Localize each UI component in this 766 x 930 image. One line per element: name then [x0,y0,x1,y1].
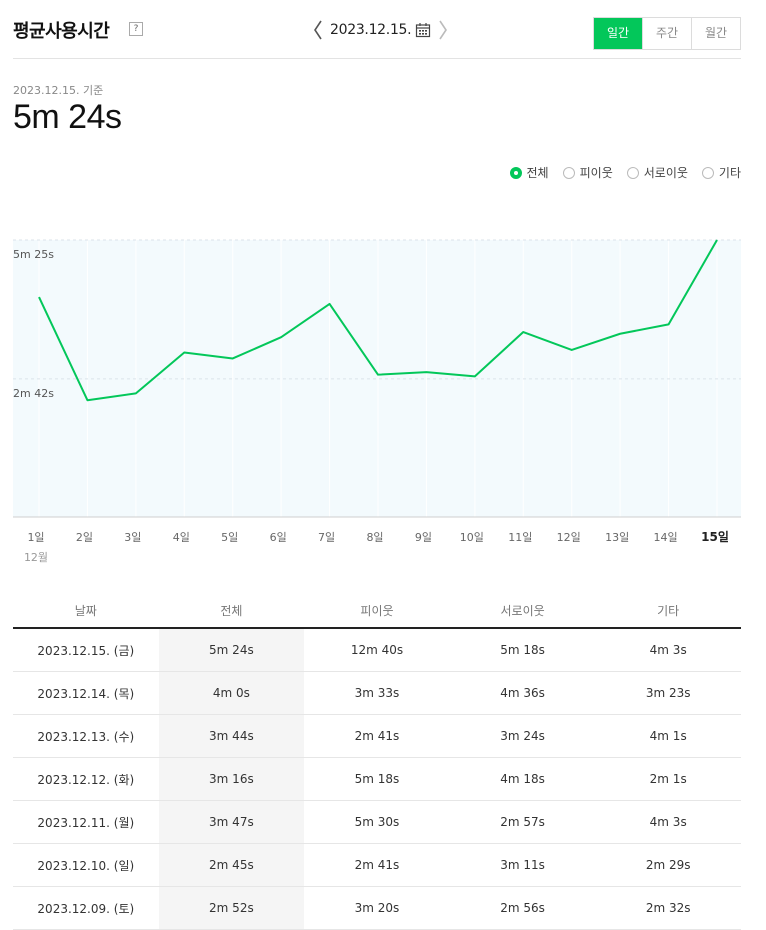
usage-table-container: 날짜 전체 피이웃 서로이웃 기타 2023.12.15. (금) 5m 24s… [13,594,741,930]
table-row: 2023.12.11. (월) 3m 47s 5m 30s 2m 57s 4m … [13,801,741,844]
chart-x-tick-label: 10일 [460,530,484,544]
table-cell: 2m 32s [595,887,741,930]
date-navigator: 2023.12.15. [310,16,451,44]
table-cell: 3m 44s [159,715,305,758]
chart-y-tick-label: 2m 42s [13,387,54,400]
table-cell: 3m 24s [450,715,596,758]
radio-icon [563,167,575,179]
prev-date-button[interactable] [310,18,326,42]
table-cell: 4m 1s [595,715,741,758]
table-row: 2023.12.15. (금) 5m 24s 12m 40s 5m 18s 4m… [13,628,741,672]
chart-x-tick-label: 8일 [366,530,383,544]
col-other-header: 기타 [595,594,741,628]
chart-x-tick-label: 4일 [173,530,190,544]
radio-icon [627,167,639,179]
help-icon[interactable]: ? [129,22,143,36]
table-cell: 2m 29s [595,844,741,887]
table-cell: 2m 57s [450,801,596,844]
tab-monthly[interactable]: 월간 [691,18,740,49]
filter-mutual-neighbor[interactable]: 서로이웃 [627,164,688,181]
table-cell: 4m 3s [595,801,741,844]
table-cell: 2m 56s [450,887,596,930]
table-cell: 2m 45s [159,844,305,887]
radio-selected-icon [510,167,522,179]
period-tabs: 일간 주간 월간 [593,17,741,50]
table-row: 2023.12.13. (수) 3m 44s 2m 41s 3m 24s 4m … [13,715,741,758]
col-mutual-header: 서로이웃 [450,594,596,628]
page-title: 평균사용시간 [13,17,109,43]
chart-x-tick-label: 9일 [415,530,432,544]
next-date-button[interactable] [435,18,451,42]
chart-x-tick-label: 2일 [76,530,93,544]
table-cell: 12m 40s [304,628,450,672]
col-date-header: 날짜 [13,594,159,628]
chevron-left-icon [313,20,323,40]
table-cell: 2m 41s [304,715,450,758]
table-cell: 4m 36s [450,672,596,715]
col-all-header: 전체 [159,594,305,628]
table-cell: 2023.12.13. (수) [13,715,159,758]
chart-x-tick-label: 12일 [557,530,581,544]
col-neighbor-header: 피이웃 [304,594,450,628]
table-cell: 2m 1s [595,758,741,801]
filter-other[interactable]: 기타 [702,164,741,181]
table-cell: 3m 33s [304,672,450,715]
table-cell: 3m 11s [450,844,596,887]
table-cell: 2023.12.11. (월) [13,801,159,844]
table-row: 2023.12.12. (화) 3m 16s 5m 18s 4m 18s 2m … [13,758,741,801]
table-cell: 4m 3s [595,628,741,672]
usage-table: 날짜 전체 피이웃 서로이웃 기타 2023.12.15. (금) 5m 24s… [13,594,741,930]
table-cell: 2023.12.15. (금) [13,628,159,672]
filter-label: 피이웃 [580,164,613,181]
basis-date: 2023.12.15. 기준 [13,82,103,98]
table-cell: 4m 18s [450,758,596,801]
table-cell: 5m 18s [450,628,596,672]
filter-neighbor[interactable]: 피이웃 [563,164,613,181]
usage-line-chart: 2m 42s 5m 25s 1일 2일 3일 4일 5일 6일 7일 8일 9일 10일 11일 12일 1… [13,232,741,572]
calendar-icon[interactable] [415,22,431,38]
table-cell: 2m 41s [304,844,450,887]
table-cell: 4m 0s [159,672,305,715]
chart-x-tick-label: 7일 [318,530,335,544]
tab-daily[interactable]: 일간 [594,18,642,49]
table-cell: 5m 24s [159,628,305,672]
table-header-row: 날짜 전체 피이웃 서로이웃 기타 [13,594,741,628]
table-cell: 3m 20s [304,887,450,930]
chart-x-tick-label: 1일 [27,530,44,544]
table-cell: 2023.12.14. (목) [13,672,159,715]
chart-x-tick-label: 5일 [221,530,238,544]
table-cell: 2m 52s [159,887,305,930]
table-cell: 3m 47s [159,801,305,844]
chart-x-tick-label: 3일 [124,530,141,544]
table-cell: 5m 30s [304,801,450,844]
table-cell: 5m 18s [304,758,450,801]
header: 평균사용시간 ? 2023.12.15. 일간 주간 월간 [13,0,741,59]
chart-x-tick-label: 6일 [270,530,287,544]
current-date: 2023.12.15. [330,22,411,38]
chart-x-tick-label: 13일 [605,530,629,544]
filter-label: 기타 [719,164,741,181]
table-cell: 2023.12.09. (토) [13,887,159,930]
tab-weekly[interactable]: 주간 [642,18,691,49]
filter-radio-group: 전체 피이웃 서로이웃 기타 [510,164,741,181]
table-row: 2023.12.14. (목) 4m 0s 3m 33s 4m 36s 3m 2… [13,672,741,715]
table-cell: 2023.12.10. (일) [13,844,159,887]
average-usage-value: 5m 24s [13,98,122,137]
chart-x-tick-label: 14일 [654,530,678,544]
table-cell: 2023.12.12. (화) [13,758,159,801]
filter-label: 전체 [527,164,549,181]
filter-label: 서로이웃 [644,164,688,181]
table-cell: 3m 23s [595,672,741,715]
filter-all[interactable]: 전체 [510,164,549,181]
chart-month-label: 12월 [24,551,48,564]
chart-x-tick-label: 11일 [508,530,532,544]
chart-x-tick-label: 15일 [701,530,729,544]
chart-y-tick-label: 5m 25s [13,248,54,261]
table-cell: 3m 16s [159,758,305,801]
radio-icon [702,167,714,179]
table-row: 2023.12.10. (일) 2m 45s 2m 41s 3m 11s 2m … [13,844,741,887]
chevron-right-icon [438,20,448,40]
table-row: 2023.12.09. (토) 2m 52s 3m 20s 2m 56s 2m … [13,887,741,930]
